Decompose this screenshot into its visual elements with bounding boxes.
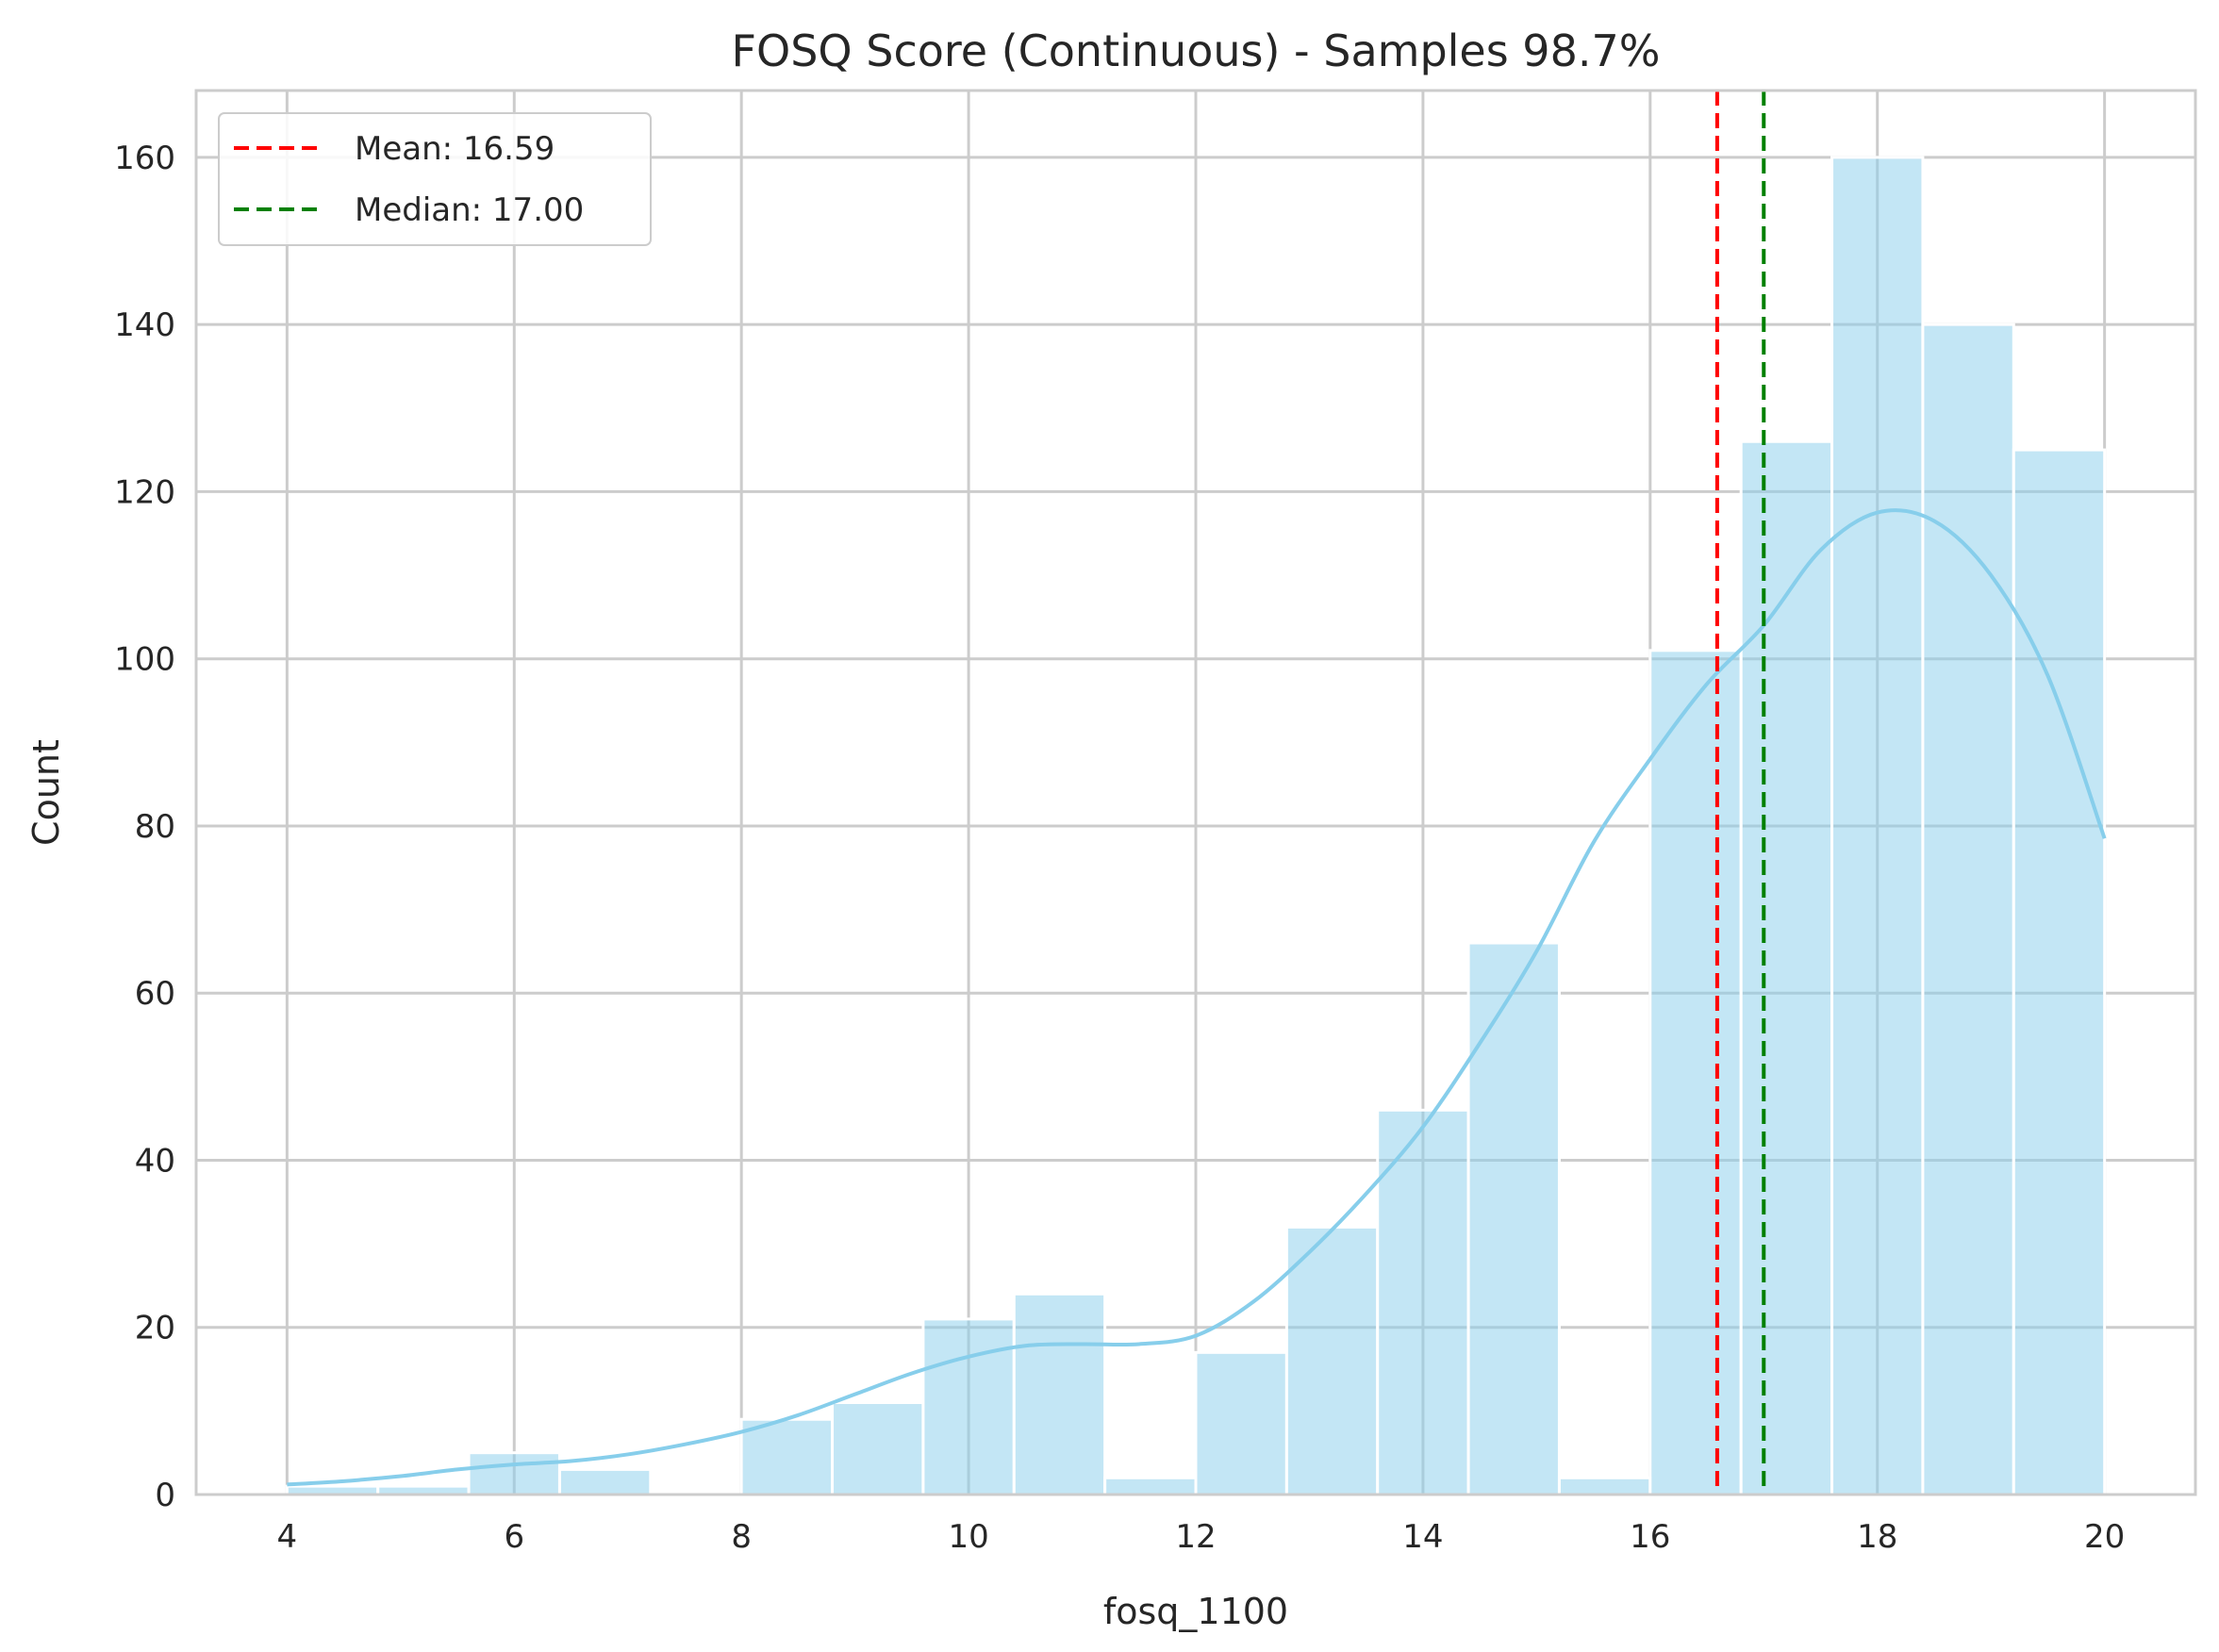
x-tick-label: 10 xyxy=(948,1518,988,1556)
legend-box xyxy=(218,112,652,246)
legend: Mean: 16.59 Median: 17.00 xyxy=(218,112,652,246)
y-tick-label: 40 xyxy=(135,1142,175,1180)
x-axis-label: fosq_1100 xyxy=(1103,1591,1288,1632)
histogram-bar xyxy=(1739,439,1834,1496)
histogram-bar xyxy=(1648,649,1743,1496)
histogram-bar xyxy=(1466,941,1561,1496)
x-tick-label: 16 xyxy=(1630,1518,1670,1556)
histogram-bar xyxy=(1012,1292,1107,1496)
y-tick-label: 140 xyxy=(114,306,175,344)
y-axis-label: Count xyxy=(25,739,67,846)
y-tick-label: 160 xyxy=(114,140,175,177)
x-tick-label: 18 xyxy=(1857,1518,1897,1556)
legend-mean-label: Mean: 16.59 xyxy=(355,130,555,168)
histogram-bar xyxy=(739,1417,835,1496)
x-tick-label: 20 xyxy=(2084,1518,2125,1556)
histogram-bar xyxy=(1194,1350,1288,1496)
histogram-bar xyxy=(1830,156,1925,1496)
y-tick-label: 20 xyxy=(135,1310,175,1347)
histogram-bars xyxy=(285,156,2107,1496)
histogram-bar xyxy=(1921,322,2015,1496)
histogram-bar xyxy=(831,1401,925,1496)
x-tick-label: 12 xyxy=(1175,1518,1216,1556)
y-tick-label: 100 xyxy=(114,641,175,679)
histogram-bar xyxy=(1103,1476,1198,1496)
histogram-bar xyxy=(2012,448,2107,1496)
x-tick-label: 8 xyxy=(731,1518,752,1556)
legend-median-label: Median: 17.00 xyxy=(355,191,584,229)
chart-title: FOSQ Score (Continuous) - Samples 98.7% xyxy=(732,25,1661,76)
histogram-bar xyxy=(467,1451,561,1496)
y-tick-label: 60 xyxy=(135,975,175,1013)
histogram-bar xyxy=(921,1317,1016,1496)
y-tick-labels: 0 20 40 60 80 100 120 140 160 xyxy=(114,140,175,1514)
histogram-bar xyxy=(1376,1108,1470,1496)
x-tick-label: 6 xyxy=(504,1518,524,1556)
y-tick-label: 80 xyxy=(135,808,175,846)
kde-curve xyxy=(287,508,2107,1487)
x-tick-label: 4 xyxy=(277,1518,298,1556)
plot-frame xyxy=(194,89,2197,1496)
histogram-bar xyxy=(557,1467,653,1496)
histogram-bar xyxy=(1557,1476,1652,1496)
x-tick-label: 14 xyxy=(1402,1518,1443,1556)
y-tick-label: 0 xyxy=(155,1477,175,1514)
histogram-bar xyxy=(1284,1225,1380,1496)
y-tick-label: 120 xyxy=(114,473,175,511)
x-tick-labels: 4 6 8 10 12 14 16 18 20 xyxy=(277,1518,2126,1556)
